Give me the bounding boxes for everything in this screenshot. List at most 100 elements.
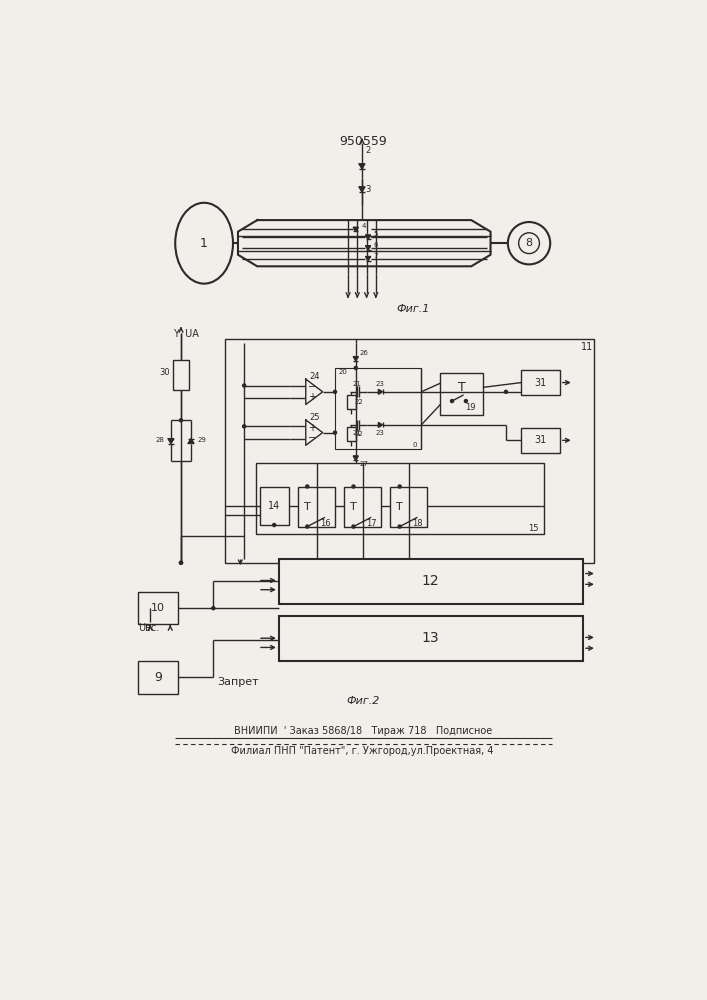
Text: 950559: 950559	[339, 135, 387, 148]
Text: Запрет: Запрет	[217, 677, 259, 687]
Polygon shape	[305, 379, 322, 405]
Circle shape	[305, 485, 309, 488]
Text: 2: 2	[366, 146, 370, 155]
Circle shape	[398, 525, 402, 528]
Bar	[259, 487, 288, 525]
Text: 25: 25	[309, 413, 320, 422]
Polygon shape	[354, 227, 358, 231]
Bar	[225, 339, 595, 563]
Polygon shape	[168, 439, 174, 444]
Circle shape	[504, 390, 508, 393]
Text: T: T	[304, 502, 310, 512]
Text: 7: 7	[373, 253, 378, 259]
Text: 18: 18	[412, 519, 423, 528]
Text: +: +	[308, 423, 317, 433]
Polygon shape	[354, 456, 358, 460]
Text: 31: 31	[534, 435, 547, 445]
Text: T: T	[397, 502, 403, 512]
Text: 1: 1	[200, 237, 208, 250]
Text: 29: 29	[197, 437, 206, 443]
Text: −: −	[308, 382, 317, 392]
Polygon shape	[354, 357, 358, 361]
Circle shape	[464, 400, 467, 403]
Bar	[173, 360, 189, 389]
Text: 3: 3	[366, 185, 370, 194]
Circle shape	[243, 425, 246, 428]
Text: 4: 4	[361, 223, 366, 229]
Text: 23: 23	[376, 381, 385, 387]
Text: 31: 31	[534, 378, 547, 388]
Text: 26: 26	[359, 350, 368, 356]
Text: Филиал ПНП "Патент", г. Ужгород,ул.Проектная, 4: Филиал ПНП "Патент", г. Ужгород,ул.Проек…	[231, 746, 494, 756]
Polygon shape	[359, 164, 365, 169]
Text: Y  UА: Y UА	[173, 329, 199, 339]
Polygon shape	[366, 235, 370, 239]
Circle shape	[180, 561, 182, 564]
Text: 30: 30	[159, 368, 170, 377]
Text: 17: 17	[366, 519, 377, 528]
Text: Фиг.1: Фиг.1	[397, 304, 431, 314]
Ellipse shape	[175, 203, 233, 284]
Circle shape	[212, 607, 215, 610]
Text: 27: 27	[359, 461, 368, 467]
Bar	[346, 427, 356, 441]
Text: 9: 9	[154, 671, 162, 684]
Text: 22: 22	[354, 399, 363, 405]
Ellipse shape	[508, 222, 550, 264]
Text: −: −	[308, 433, 317, 443]
Bar	[138, 661, 178, 694]
Text: 20: 20	[339, 369, 348, 375]
Text: 12: 12	[421, 574, 439, 588]
Circle shape	[180, 561, 182, 564]
Circle shape	[354, 366, 357, 369]
Text: +: +	[308, 392, 317, 402]
Text: T: T	[458, 381, 465, 394]
Circle shape	[334, 431, 337, 434]
Text: 15: 15	[528, 524, 538, 533]
Circle shape	[352, 485, 355, 488]
Bar	[279, 559, 583, 604]
Bar	[256, 463, 544, 534]
Bar	[138, 592, 178, 624]
Text: 23: 23	[376, 430, 385, 436]
Text: T: T	[350, 502, 357, 512]
Text: 14: 14	[268, 501, 280, 511]
Bar	[521, 370, 560, 395]
Text: Uвс.: Uвс.	[138, 623, 159, 633]
Polygon shape	[305, 420, 322, 445]
Text: 16: 16	[320, 519, 330, 528]
Text: 13: 13	[421, 631, 439, 645]
Text: 8: 8	[525, 238, 532, 248]
Circle shape	[398, 485, 402, 488]
Ellipse shape	[519, 233, 539, 254]
Bar	[344, 487, 381, 527]
Polygon shape	[188, 439, 194, 444]
Polygon shape	[366, 257, 370, 261]
Circle shape	[450, 400, 454, 403]
Polygon shape	[359, 187, 365, 192]
Polygon shape	[366, 246, 370, 250]
Bar	[390, 487, 428, 527]
Text: 6: 6	[373, 242, 378, 248]
Text: 11: 11	[580, 342, 593, 352]
Text: 21: 21	[353, 381, 362, 387]
Text: 10: 10	[151, 603, 165, 613]
Circle shape	[352, 525, 355, 528]
Polygon shape	[378, 389, 382, 394]
Text: 0: 0	[413, 442, 417, 448]
Bar	[346, 395, 356, 409]
Text: ВНИИПИ  ' Заказ 5868/18   Тираж 718   Подписное: ВНИИПИ ' Заказ 5868/18 Тираж 718 Подписн…	[233, 726, 492, 736]
Text: 22: 22	[354, 431, 363, 437]
Polygon shape	[378, 422, 382, 427]
Circle shape	[305, 525, 309, 528]
Circle shape	[273, 523, 276, 527]
Bar	[335, 368, 421, 449]
Bar	[298, 487, 335, 527]
Bar	[521, 428, 560, 453]
Text: 19: 19	[465, 403, 475, 412]
Bar	[279, 616, 583, 661]
Text: 28: 28	[156, 437, 165, 443]
Bar	[440, 373, 483, 415]
Text: 21: 21	[353, 430, 362, 436]
Circle shape	[334, 390, 337, 393]
